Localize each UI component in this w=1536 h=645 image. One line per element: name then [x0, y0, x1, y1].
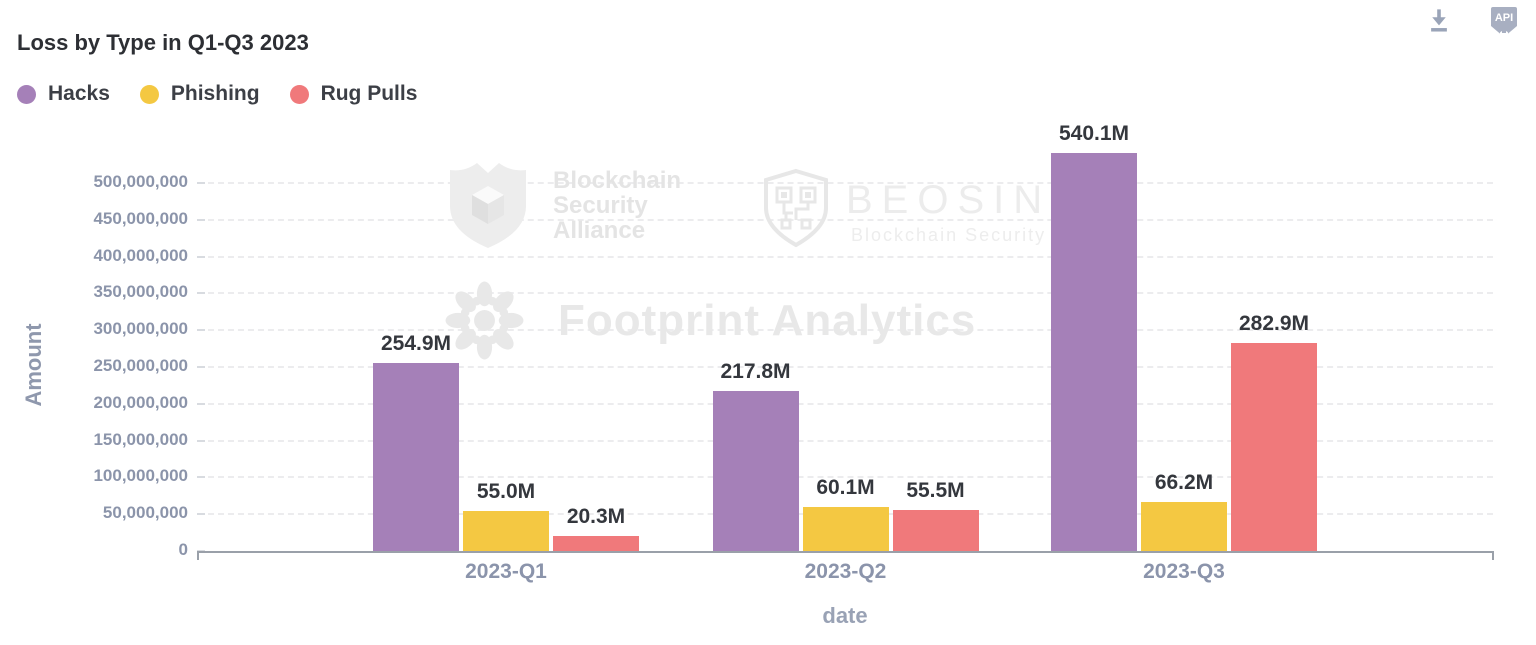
download-button[interactable]	[1424, 6, 1454, 36]
watermark-beosin-text: BEOSIN Blockchain Security	[846, 178, 1051, 248]
legend-item-phishing[interactable]: Phishing	[139, 82, 260, 106]
bar-phishing-2023-Q1[interactable]	[463, 510, 549, 551]
bar-value-label: 60.1M	[816, 475, 875, 499]
legend-label-phishing: Phishing	[170, 82, 260, 105]
y-axis-tick-label: 450,000,000	[93, 208, 188, 228]
y-tick-mark	[197, 366, 205, 368]
y-axis-tick-label: 400,000,000	[93, 245, 188, 265]
bar-hacks-2023-Q3[interactable]	[1051, 153, 1137, 551]
legend-swatch-hacks	[17, 84, 36, 104]
bar-value-label: 20.3M	[566, 505, 626, 529]
shield-circuit-icon	[764, 168, 828, 248]
legend-swatch-phishing	[139, 84, 159, 104]
y-axis-tick-label: 250,000,000	[93, 356, 188, 375]
watermark-footprint-text: Footprint Analytics	[558, 295, 977, 345]
y-tick-mark	[197, 182, 205, 184]
legend-item-hacks[interactable]: Hacks	[17, 82, 110, 106]
x-axis-tick-label: 2023-Q1	[465, 560, 547, 583]
y-axis-tick-label: 300,000,000	[93, 319, 188, 339]
bar-value-label: 217.8M	[720, 359, 791, 383]
y-tick-mark	[197, 292, 205, 295]
gridline	[198, 182, 1493, 184]
gridline	[198, 292, 1493, 295]
x-axis-title: date	[822, 603, 868, 628]
legend-item-rug-pulls[interactable]: Rug Pulls	[289, 82, 418, 106]
y-axis-tick-label: 200,000,000	[93, 392, 188, 412]
legend-label-rug-pulls: Rug Pulls	[320, 82, 418, 105]
x-axis-left-tick	[197, 551, 199, 560]
bar-value-label: 540.1M	[1058, 122, 1130, 146]
y-tick-mark	[197, 218, 205, 221]
y-tick-mark	[197, 255, 205, 258]
y-axis-tick-label: 50,000,000	[102, 503, 188, 523]
gridline	[198, 402, 1493, 405]
bar-value-label: 55.5M	[906, 479, 965, 503]
x-axis-line	[197, 551, 1494, 553]
bar-hacks-2023-Q2[interactable]	[712, 390, 799, 551]
watermark-beosin-subtitle: Blockchain Security	[851, 225, 1047, 245]
bar-rug-pulls-2023-Q3[interactable]	[1231, 342, 1317, 551]
legend-swatch-rug-pulls	[289, 84, 309, 104]
bar-value-label: 254.9M	[380, 332, 452, 356]
api-icon: API	[1491, 7, 1517, 37]
bar-value-label: 282.9M	[1238, 311, 1310, 335]
y-tick-mark	[197, 476, 205, 479]
x-axis-right-tick	[1492, 551, 1494, 560]
gridline	[198, 439, 1493, 442]
gridline	[198, 476, 1493, 479]
bar-value-label: 66.2M	[1154, 471, 1214, 495]
y-tick-mark	[197, 402, 205, 405]
legend-label-hacks: Hacks	[48, 82, 110, 105]
api-badge-label: API	[1495, 12, 1513, 24]
gridline	[198, 329, 1493, 332]
watermark-beosin-name: BEOSIN	[846, 178, 1052, 222]
shield-cube-icon	[450, 163, 526, 248]
gridline	[198, 255, 1493, 258]
legend: Hacks Phishing Rug Pulls	[17, 82, 417, 106]
y-axis-tick-label: 500,000,000	[93, 172, 188, 191]
y-axis-tick-label: 100,000,000	[93, 466, 188, 486]
watermark-line: Blockchain	[553, 167, 682, 194]
gridline	[198, 366, 1493, 368]
y-axis-tick-label: 350,000,000	[93, 282, 188, 302]
chart-title: Loss by Type in Q1-Q3 2023	[17, 30, 309, 55]
watermark-line: Alliance	[553, 217, 646, 244]
api-button[interactable]: API	[1490, 6, 1518, 42]
toolbar: API	[1424, 6, 1518, 42]
watermark-blockchain-security-alliance: Blockchain Security Alliance	[443, 158, 681, 250]
watermark-beosin: BEOSIN Blockchain Security	[762, 168, 1051, 248]
bar-value-label: 55.0M	[476, 479, 536, 503]
download-icon	[1431, 9, 1447, 32]
x-axis-tick-label: 2023-Q2	[804, 560, 887, 583]
bar-phishing-2023-Q3[interactable]	[1141, 502, 1227, 551]
y-axis-tick-label: 150,000,000	[93, 429, 188, 449]
watermark-footprint-analytics: Footprint Analytics	[437, 273, 976, 368]
y-tick-mark	[197, 439, 205, 442]
y-tick-mark	[197, 329, 205, 332]
y-axis-tick-label: 0	[178, 540, 188, 559]
watermark-alliance-text: Blockchain Security Alliance	[553, 168, 681, 250]
y-tick-mark	[197, 513, 205, 516]
bar-hacks-2023-Q1[interactable]	[373, 363, 459, 551]
gridline	[198, 218, 1493, 221]
x-axis-tick-label: 2023-Q3	[1143, 560, 1225, 583]
bar-rug-pulls-2023-Q2[interactable]	[892, 510, 979, 551]
watermark-line: Security	[553, 192, 648, 219]
bar-rug-pulls-2023-Q1[interactable]	[553, 536, 639, 551]
bar-phishing-2023-Q2[interactable]	[802, 506, 889, 551]
